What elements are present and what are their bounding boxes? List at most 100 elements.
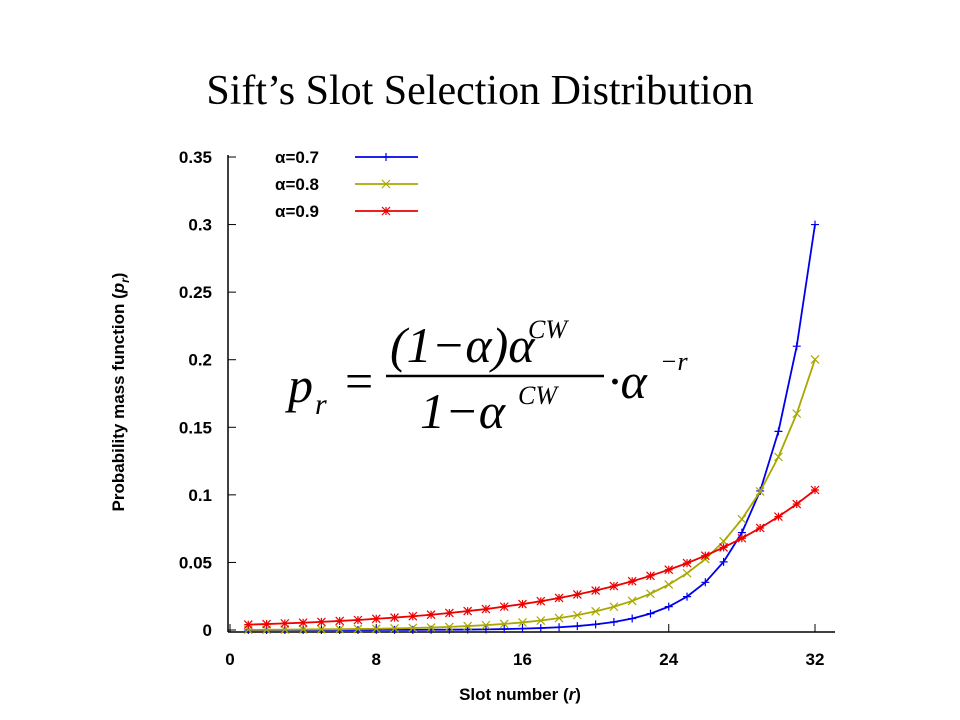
point-marker — [682, 558, 692, 568]
point-marker — [719, 557, 728, 566]
point-marker — [500, 625, 509, 634]
formula-tail-sup: −r — [660, 347, 689, 376]
point-marker — [609, 581, 619, 591]
x-tick-label: 16 — [513, 650, 532, 669]
y-label-var: p — [109, 283, 128, 294]
y-label-close: ) — [109, 273, 128, 279]
point-marker — [536, 596, 546, 606]
point-marker — [372, 625, 381, 634]
formula-tail: ·α — [608, 353, 649, 409]
point-marker — [755, 523, 765, 533]
point-marker — [609, 617, 618, 626]
point-marker — [390, 613, 399, 622]
point-marker — [408, 611, 418, 621]
formula-eq: = — [345, 353, 373, 409]
y-tick-label: 0.1 — [188, 486, 212, 505]
point-marker — [591, 606, 601, 616]
point-marker — [280, 625, 290, 635]
point-marker — [792, 409, 802, 419]
point-marker — [700, 551, 710, 561]
point-marker — [518, 599, 527, 609]
chart-title: Sift’s Slot Selection Distribution — [206, 68, 753, 114]
point-marker — [499, 619, 509, 629]
point-marker — [572, 590, 582, 599]
point-marker — [627, 576, 637, 586]
point-marker — [811, 220, 819, 229]
point-marker — [298, 618, 308, 628]
x-tick-label: 32 — [806, 650, 825, 669]
point-marker — [664, 602, 673, 611]
x-label-close: ) — [575, 685, 581, 704]
point-marker — [481, 620, 491, 630]
point-marker — [444, 622, 454, 632]
point-marker — [390, 623, 399, 633]
point-marker — [280, 618, 290, 628]
formula-num: (1−α)α — [390, 317, 536, 373]
point-marker — [481, 625, 490, 634]
point-marker — [646, 589, 655, 599]
x-tick-label: 8 — [372, 650, 381, 669]
formula-lhs-sub: r — [315, 388, 327, 421]
point-marker — [555, 623, 564, 632]
point-marker — [262, 619, 271, 629]
point-marker — [591, 620, 600, 629]
point-marker — [463, 606, 473, 616]
legend-label: α=0.7 — [275, 148, 319, 167]
point-marker — [335, 616, 345, 626]
point-marker — [316, 624, 326, 634]
y-label-text: Probability mass function ( — [109, 293, 128, 512]
point-marker — [810, 485, 820, 495]
point-marker — [463, 621, 473, 631]
point-marker — [518, 624, 527, 633]
point-marker — [792, 499, 802, 509]
point-marker — [554, 613, 564, 623]
point-marker — [628, 614, 637, 623]
point-marker — [774, 427, 783, 436]
y-tick-label: 0.35 — [179, 148, 212, 167]
point-marker — [353, 625, 362, 634]
legend-marker — [381, 179, 391, 189]
point-marker — [426, 623, 436, 632]
point-marker — [499, 602, 509, 612]
formula-den: 1−α — [420, 383, 507, 439]
point-marker — [755, 487, 765, 496]
y-tick-label: 0.25 — [179, 283, 212, 302]
point-marker — [298, 625, 308, 634]
point-marker — [664, 565, 674, 575]
point-marker — [774, 512, 783, 522]
y-tick-label: 0.3 — [188, 216, 212, 235]
y-tick-label: 0 — [203, 621, 212, 640]
y-tick-label: 0.15 — [179, 418, 212, 437]
point-marker — [682, 568, 692, 578]
point-marker — [518, 618, 527, 627]
point-marker — [664, 580, 674, 590]
point-marker — [572, 610, 582, 620]
point-marker — [810, 355, 820, 364]
legend-marker — [381, 206, 391, 216]
point-marker — [737, 514, 747, 524]
point-marker — [316, 617, 326, 627]
point-marker — [554, 593, 564, 603]
point-marker — [646, 609, 655, 618]
point-marker — [683, 592, 692, 601]
point-marker — [609, 602, 619, 612]
point-marker — [536, 616, 546, 625]
y-tick-label: 0.2 — [188, 351, 212, 370]
point-marker — [536, 624, 545, 633]
x-tick-label: 24 — [659, 650, 678, 669]
point-marker — [792, 342, 801, 351]
y-label-sub: r — [118, 277, 132, 283]
y-tick-label: 0.05 — [179, 553, 212, 572]
y-axis-label: Probability mass function (pr) — [109, 273, 132, 512]
legend-label: α=0.8 — [275, 175, 319, 194]
point-marker — [701, 578, 710, 587]
point-marker — [335, 624, 345, 634]
point-marker — [353, 624, 363, 634]
series-line — [248, 489, 816, 626]
point-marker — [591, 586, 601, 595]
point-marker — [646, 571, 655, 581]
point-marker — [353, 615, 363, 625]
x-label-text: Slot number ( — [459, 685, 569, 704]
